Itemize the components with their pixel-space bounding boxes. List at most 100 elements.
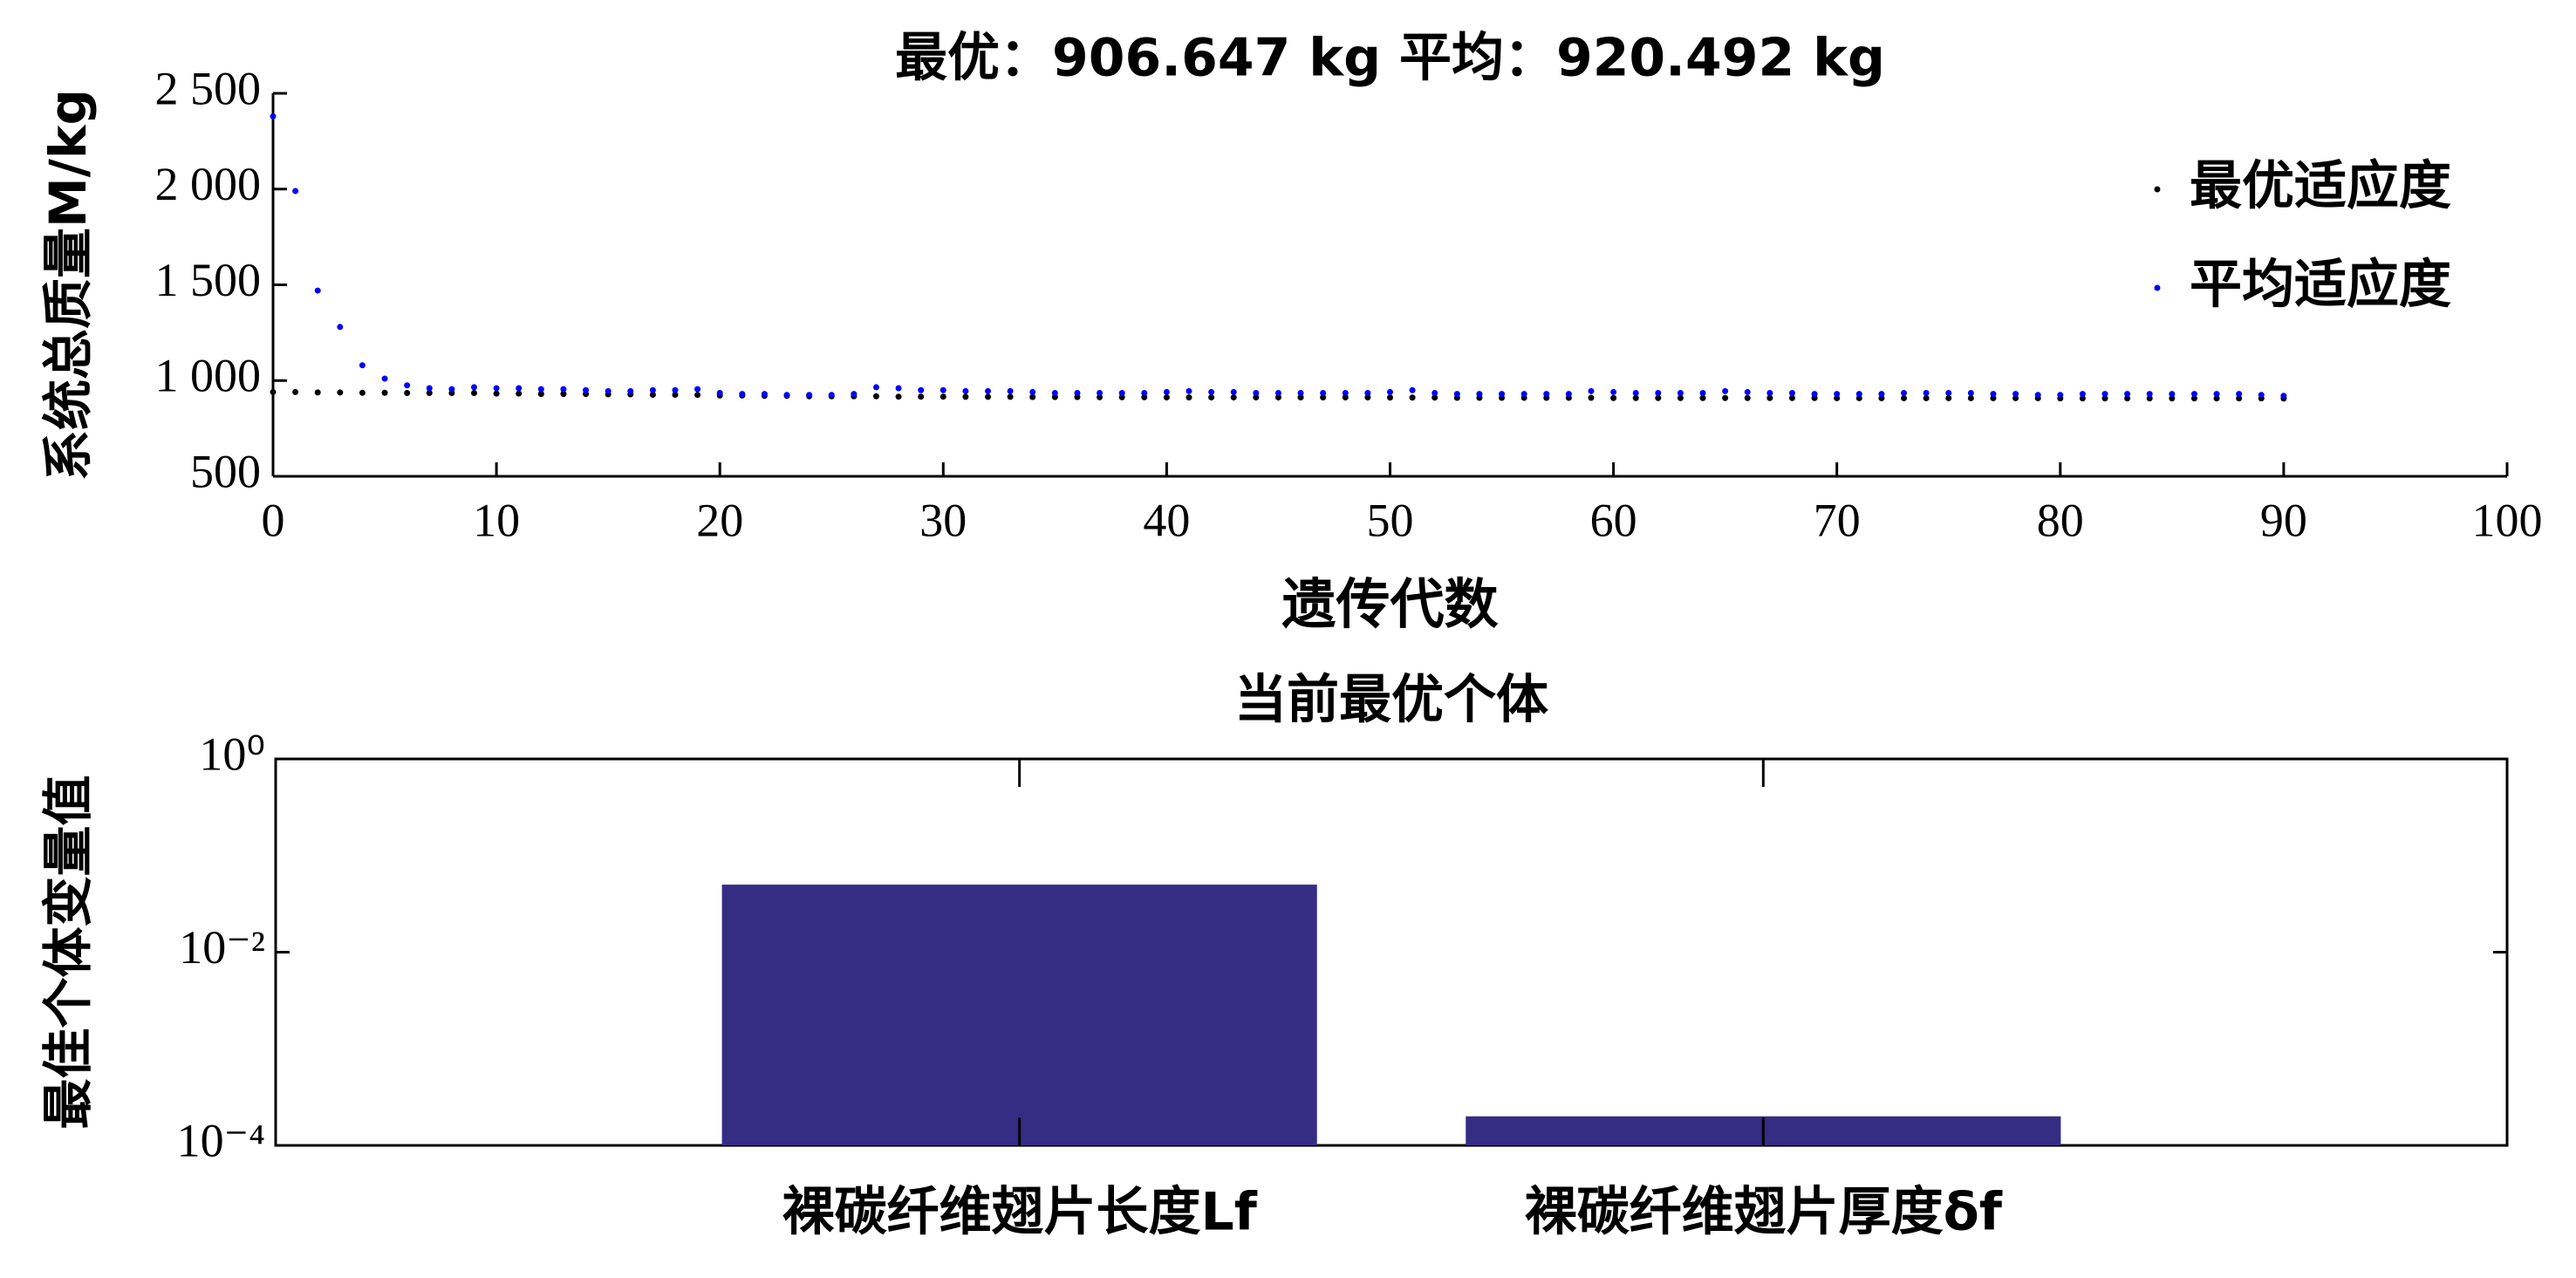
x-tick-label: 40	[1143, 494, 1190, 546]
data-point	[1766, 394, 1773, 401]
y-tick-label: 1 500	[155, 254, 262, 306]
data-point	[1945, 390, 1952, 397]
data-point	[1342, 394, 1349, 401]
data-point	[1744, 394, 1751, 401]
x-tick-label: 70	[1814, 494, 1861, 546]
data-point	[1655, 390, 1662, 397]
x-tick-label: 20	[696, 494, 743, 546]
data-point	[940, 393, 946, 400]
data-point	[1677, 394, 1684, 401]
data-point	[2169, 395, 2176, 402]
data-point	[1409, 386, 1416, 393]
data-point	[1923, 390, 1930, 397]
data-point	[404, 382, 411, 389]
data-point	[1208, 394, 1215, 401]
data-point	[292, 188, 299, 195]
legend-marker	[2154, 284, 2161, 291]
data-point	[851, 391, 858, 398]
x-tick-label: 60	[1590, 494, 1637, 546]
data-point	[537, 386, 544, 393]
data-point	[1320, 394, 1327, 401]
data-point	[2146, 395, 2153, 402]
data-point	[493, 385, 500, 392]
data-point	[1744, 388, 1751, 395]
data-point	[2236, 391, 2243, 398]
data-point	[270, 113, 277, 120]
data-point	[1901, 394, 1908, 401]
data-point	[1834, 394, 1841, 401]
data-point	[1499, 391, 1506, 398]
x-tick-label: 10	[473, 494, 520, 546]
data-point	[1453, 391, 1460, 398]
x-tick-label: 裸碳纤维翅片厚度δf	[1525, 1182, 2003, 1243]
data-point	[962, 393, 969, 400]
data-point	[1990, 391, 1997, 398]
data-point	[381, 389, 388, 396]
data-point	[1118, 393, 1125, 400]
data-point	[761, 391, 768, 398]
data-point	[1274, 394, 1281, 401]
data-point	[516, 390, 523, 397]
data-point	[314, 287, 321, 294]
data-point	[583, 386, 590, 393]
data-point	[649, 391, 656, 398]
data-point	[2213, 395, 2220, 402]
chart-title: 最优：906.647 kg 平均：920.492 kg	[895, 28, 1885, 89]
data-point	[1610, 388, 1617, 395]
data-point	[672, 391, 679, 398]
data-point	[2169, 391, 2176, 398]
data-point	[1476, 391, 1483, 398]
data-point	[627, 387, 634, 394]
y-tick-label: 500	[190, 445, 261, 497]
data-point	[1097, 393, 1104, 400]
data-point	[783, 392, 790, 399]
y-tick-label: 2 000	[155, 158, 262, 210]
data-point	[359, 362, 366, 369]
legend-marker	[2154, 186, 2161, 193]
data-point	[2034, 392, 2041, 399]
x-tick-label: 100	[2472, 494, 2543, 546]
data-point	[1141, 390, 1148, 397]
data-point	[672, 386, 679, 393]
data-point	[270, 388, 277, 395]
data-point	[895, 385, 902, 392]
data-point	[560, 391, 567, 398]
data-point	[2280, 393, 2287, 400]
data-point	[560, 386, 567, 393]
data-point	[470, 390, 477, 397]
data-point	[1387, 388, 1393, 395]
data-point	[649, 386, 656, 393]
data-point	[1118, 390, 1125, 397]
data-point	[1029, 393, 1036, 400]
data-point	[1588, 394, 1595, 401]
x-tick-label: 50	[1367, 494, 1414, 546]
data-point	[739, 391, 746, 398]
data-point	[1632, 394, 1639, 401]
data-point	[1342, 390, 1349, 397]
data-point	[1051, 390, 1058, 397]
data-point	[1208, 388, 1215, 395]
data-point	[292, 388, 299, 395]
data-point	[985, 387, 992, 394]
data-point	[605, 387, 612, 394]
data-point	[1186, 387, 1192, 394]
data-point	[470, 384, 477, 391]
data-point	[1029, 388, 1036, 395]
plot-frame	[274, 757, 2509, 1147]
data-point	[493, 390, 500, 397]
data-point	[1901, 390, 1908, 397]
data-point	[1655, 394, 1662, 401]
data-point	[1990, 394, 1997, 401]
data-point	[1007, 393, 1014, 400]
data-point	[1855, 391, 1862, 398]
data-point	[1677, 390, 1684, 397]
data-point	[1364, 394, 1371, 401]
data-point	[2079, 391, 2086, 398]
data-point	[1364, 390, 1371, 397]
data-point	[2258, 392, 2265, 399]
data-point	[426, 385, 433, 392]
data-point	[806, 392, 813, 399]
data-point	[1945, 394, 1952, 401]
